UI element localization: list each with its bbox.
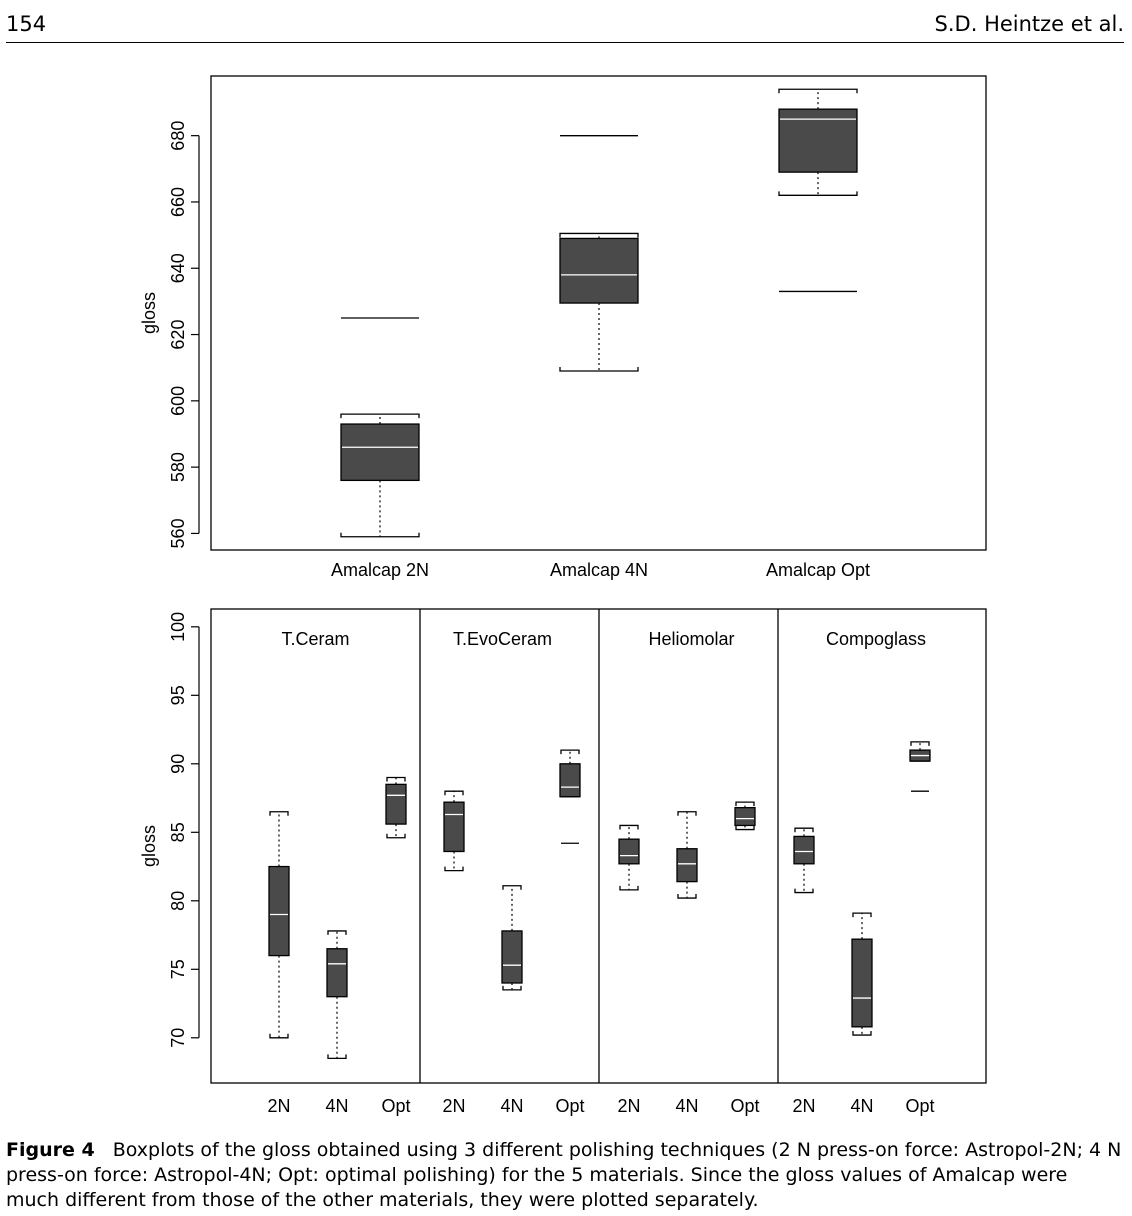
page-number: 154 xyxy=(6,12,47,36)
y-tick-label: 75 xyxy=(168,959,188,979)
x-tick-label: 2N xyxy=(442,1096,465,1116)
panel-title: Compoglass xyxy=(826,629,926,649)
y-tick-label: 70 xyxy=(168,1028,188,1048)
y-tick-label: 680 xyxy=(168,121,188,151)
box-amalcap-2n-cap-upper xyxy=(340,413,420,419)
x-tick-label: 4N xyxy=(675,1096,698,1116)
box-tceram-2n-cap-lower xyxy=(269,1033,289,1039)
box-amalcap-4n-cap-lower xyxy=(559,367,639,372)
y-tick-label: 80 xyxy=(168,891,188,911)
box-tevoceram-4n-cap-lower xyxy=(502,985,522,991)
box-heliomolar-2n-box xyxy=(618,838,640,865)
box-tevoceram-2n-cap-lower xyxy=(444,866,464,872)
x-tick-label: Opt xyxy=(381,1096,410,1116)
x-tick-label: 2N xyxy=(792,1096,815,1116)
x-tick-label: 2N xyxy=(617,1096,640,1116)
panel-title: T.EvoCeram xyxy=(453,629,552,649)
y-tick-label: 580 xyxy=(168,452,188,482)
y-tick-label: 85 xyxy=(168,822,188,842)
box-heliomolar-2n-cap-lower xyxy=(619,885,639,891)
x-tick-label: Opt xyxy=(905,1096,934,1116)
box-heliomolar-opt-cap-lower xyxy=(735,825,755,831)
box-tevoceram-2n-cap-upper xyxy=(444,790,464,796)
box-heliomolar-opt-box xyxy=(734,806,756,827)
caption-text: Boxplots of the gloss obtained using 3 d… xyxy=(6,1139,1122,1211)
box-compoglass-4n-cap-lower xyxy=(852,1031,872,1036)
x-tick-label: Amalcap 4N xyxy=(550,560,648,580)
box-heliomolar-4n-cap-lower xyxy=(677,894,697,899)
y-tick-label: 95 xyxy=(168,685,188,705)
x-tick-label: Amalcap 2N xyxy=(331,560,429,580)
x-tick-label: 4N xyxy=(850,1096,873,1116)
box-tceram-opt-cap-lower xyxy=(386,833,406,839)
panel-title: Heliomolar xyxy=(648,629,734,649)
box-tceram-4n-box xyxy=(326,948,348,998)
y-tick-label: 620 xyxy=(168,320,188,350)
y-axis-label: gloss xyxy=(139,825,159,867)
x-tick-label: Opt xyxy=(730,1096,759,1116)
box-amalcap-4n-cap-upper xyxy=(559,232,639,238)
box-tevoceram-2n-box xyxy=(443,801,465,853)
plot-frame-amalcap xyxy=(210,75,987,551)
figure-caption: Figure 4 Boxplots of the gloss obtained u… xyxy=(6,1138,1124,1213)
running-head-authors: S.D. Heintze et al. xyxy=(934,12,1124,36)
box-amalcap-2n-box xyxy=(340,423,420,482)
box-tceram-4n-cap-upper xyxy=(327,930,347,935)
y-tick-label: 560 xyxy=(168,518,188,548)
box-tceram-opt-box xyxy=(385,783,407,825)
box-amalcap-opt-cap-lower xyxy=(778,191,858,196)
box-compoglass-opt-cap-upper xyxy=(910,741,930,746)
box-tevoceram-opt-cap-upper xyxy=(560,749,580,755)
box-amalcap-4n-box xyxy=(559,237,639,304)
x-tick-label: Opt xyxy=(555,1096,584,1116)
box-tceram-opt-cap-upper xyxy=(386,776,406,782)
x-tick-label: 4N xyxy=(325,1096,348,1116)
y-tick-label: 660 xyxy=(168,187,188,217)
box-tevoceram-4n-box xyxy=(501,930,523,984)
y-tick-label: 640 xyxy=(168,253,188,283)
caption-label: Figure 4 xyxy=(6,1139,95,1161)
x-tick-label: 2N xyxy=(267,1096,290,1116)
box-compoglass-2n-box xyxy=(793,835,815,865)
box-tceram-2n-cap-upper xyxy=(269,811,289,816)
x-tick-label: Amalcap Opt xyxy=(766,560,870,580)
running-head: 154 S.D. Heintze et al. xyxy=(6,12,1124,43)
y-axis-label: gloss xyxy=(139,292,159,334)
box-compoglass-4n-cap-upper xyxy=(852,912,872,918)
box-tevoceram-4n-cap-upper xyxy=(502,885,522,890)
x-tick-label: 4N xyxy=(500,1096,523,1116)
box-heliomolar-2n-cap-upper xyxy=(619,824,639,830)
y-tick-label: 100 xyxy=(168,612,188,642)
box-heliomolar-4n-cap-upper xyxy=(677,811,697,816)
box-compoglass-4n-box xyxy=(851,938,873,1028)
box-compoglass-2n-cap-lower xyxy=(794,888,814,894)
panel-title: T.Ceram xyxy=(281,629,349,649)
box-compoglass-2n-cap-upper xyxy=(794,827,814,833)
box-heliomolar-opt-cap-upper xyxy=(735,801,755,807)
y-tick-label: 600 xyxy=(168,386,188,416)
box-amalcap-2n-cap-lower xyxy=(340,532,420,538)
box-tceram-2n-box xyxy=(268,865,290,957)
box-tceram-4n-cap-lower xyxy=(327,1054,347,1059)
figure-4: 560 580 600 620 640 660 680 gloss Amalcap 2N Amal… xyxy=(139,75,987,1116)
box-tevoceram-opt-box xyxy=(559,763,581,798)
box-amalcap-opt-cap-upper xyxy=(778,88,858,94)
y-tick-label: 90 xyxy=(168,754,188,774)
box-heliomolar-4n-box xyxy=(676,848,698,883)
